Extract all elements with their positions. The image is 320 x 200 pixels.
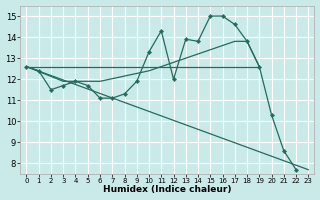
X-axis label: Humidex (Indice chaleur): Humidex (Indice chaleur) [103,185,232,194]
